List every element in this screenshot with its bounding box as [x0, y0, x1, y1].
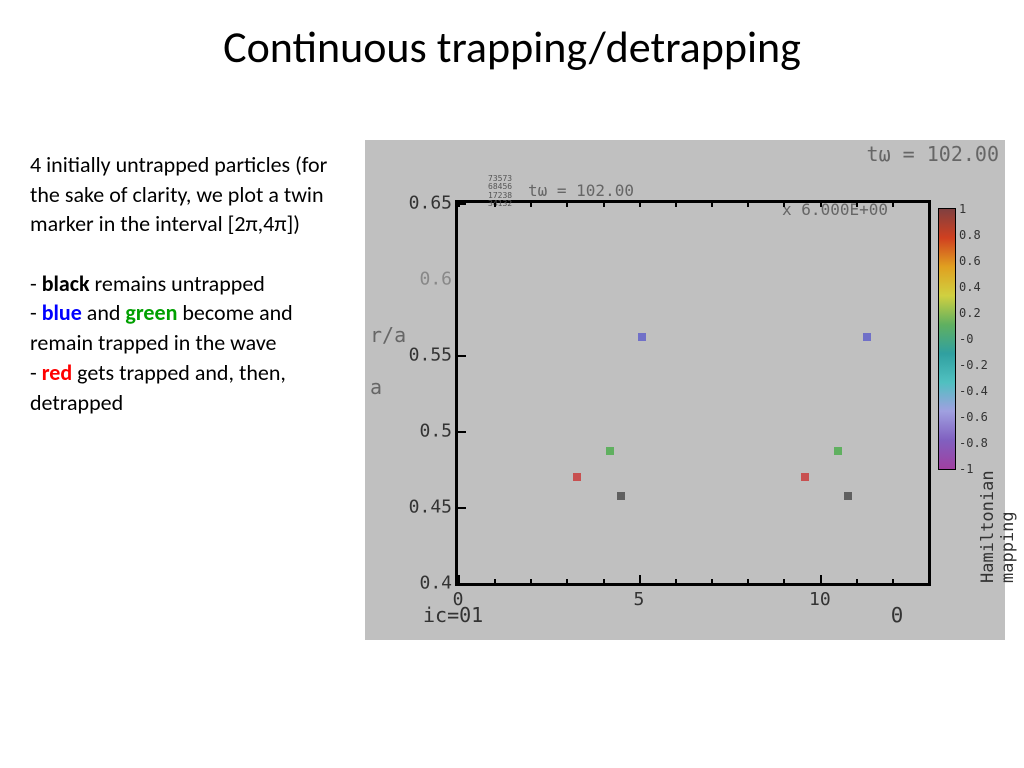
colorbar-tick: -0 — [959, 332, 973, 346]
ytick-0.45: 0.45 — [409, 497, 452, 518]
colorbar: 10.80.60.40.2-0-0.2-0.4-0.6-0.8-1 — [938, 208, 956, 470]
scatter-point — [573, 473, 581, 481]
bullet-red: - red gets trapped and, then, detrapped — [30, 358, 350, 417]
y-axis-label: r/a a — [370, 323, 406, 399]
xtick-5: 5 — [634, 589, 645, 610]
left-text-block: 4 initially untrapped particles (for the… — [30, 150, 350, 417]
tiny-numbers: 73573 68456 17238 34132 — [488, 175, 512, 209]
annot-x: x 6.000E+00 — [782, 200, 888, 219]
bullet-black: - black remains untrapped — [30, 269, 350, 299]
scatter-point — [844, 492, 852, 500]
scatter-point — [617, 492, 625, 500]
colorbar-tick: -0.8 — [959, 436, 988, 450]
scatter-point — [606, 447, 614, 455]
colorbar-tick: 1 — [959, 202, 966, 216]
scatter-point — [834, 447, 842, 455]
colorbar-tick: 0.4 — [959, 280, 981, 294]
colorbar-tick: -0.2 — [959, 358, 988, 372]
annot-t: tω = 102.00 — [528, 181, 634, 200]
intro-paragraph: 4 initially untrapped particles (for the… — [30, 150, 350, 239]
colorbar-tick: -1 — [959, 462, 973, 476]
ytick-0.5: 0.5 — [419, 421, 452, 442]
colorbar-tick: 0.2 — [959, 306, 981, 320]
colorbar-tick: 0.6 — [959, 254, 981, 268]
ytick-0.4: 0.4 — [419, 573, 452, 594]
xtick-0: 0 — [453, 589, 464, 610]
plot-area: 73573 68456 17238 34132 tω = 102.00 x 6.… — [455, 200, 931, 586]
colorbar-label: Hamiltonian mapping — [978, 453, 1018, 583]
annot-top-right: tω = 102.00 — [867, 142, 999, 166]
scatter-point — [863, 333, 871, 341]
ytick-0.6: 0.6 — [419, 269, 452, 290]
scatter-point — [638, 333, 646, 341]
colorbar-tick: -0.4 — [959, 384, 988, 398]
slide-title: Continuous trapping/detrapping — [0, 20, 1024, 74]
colorbar-tick: -0.6 — [959, 410, 988, 424]
x-axis-label: Θ — [891, 603, 903, 627]
ytick-0.65: 0.65 — [409, 193, 452, 214]
colorbar-tick: 0.8 — [959, 228, 981, 242]
scatter-point — [801, 473, 809, 481]
bullet-blue-green: - blue and green become and remain trapp… — [30, 298, 350, 357]
xtick-10: 10 — [809, 589, 831, 610]
word-black: black — [42, 270, 90, 297]
word-red: red — [42, 359, 72, 386]
word-green: green — [125, 299, 177, 326]
word-blue: blue — [42, 299, 82, 326]
chart-panel: tω = 102.00 73573 68456 17238 34132 tω =… — [365, 140, 1005, 640]
ytick-0.55: 0.55 — [409, 345, 452, 366]
